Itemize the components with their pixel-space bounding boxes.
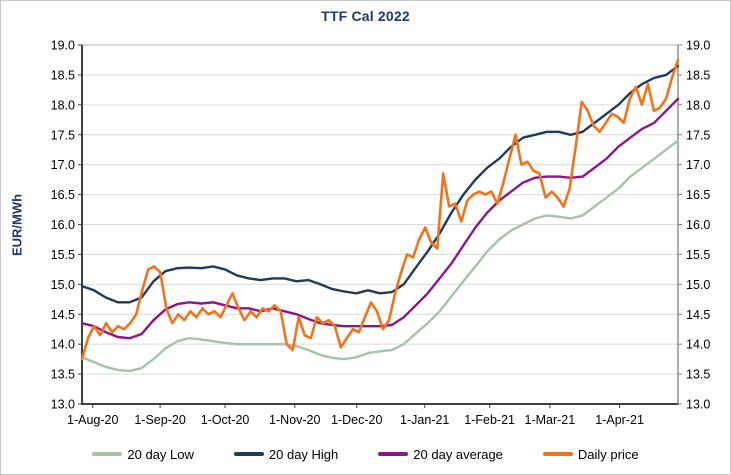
legend: 20 day Low 20 day High 20 day average Daily… [0,443,731,465]
y-tick-label-right: 13.0 [686,398,710,412]
legend-label-20-day-high: 20 day High [268,446,339,462]
y-tick-label-right: 14.0 [686,338,710,352]
x-tick-label: 1-Sep-20 [134,413,185,427]
x-tick-label: 1-Apr-21 [595,413,644,427]
y-tick-label-left: 17.5 [51,128,75,142]
legend-item-20-day-average: 20 day average [378,447,503,462]
legend-swatch-daily-price [542,452,573,456]
y-tick-label-left: 16.0 [51,218,75,232]
y-tick-label-left: 13.0 [51,398,75,412]
y-tick-label-left: 18.5 [51,68,75,82]
y-tick-label-left: 14.5 [51,308,75,322]
series-line-20-day-low [80,139,680,373]
x-tick-label: 1-Mar-21 [525,413,576,427]
y-tick-label-left: 19.0 [51,39,75,53]
y-tick-label-right: 18.0 [686,98,710,112]
legend-item-daily-price: Daily price [542,446,639,462]
y-tick-label-right: 15.5 [686,248,710,262]
legend-swatch-20-day-high [233,452,264,456]
y-tick-label-left: 17.0 [51,158,75,172]
y-tick-label-right: 19.0 [686,39,710,53]
series-line-daily-price [80,58,680,361]
y-tick-label-left: 15.5 [51,248,75,262]
y-tick-label-left: 13.5 [51,368,75,382]
y-tick-label-left: 15.0 [51,278,75,292]
x-tick-label: 1-Dec-20 [331,413,382,427]
y-tick-label-right: 13.5 [686,368,710,382]
chart-title: TTF Cal 2022 [321,8,410,24]
y-tick-label-right: 16.0 [686,218,710,232]
legend-label-20-day-average: 20 day average [413,446,503,462]
x-tick-label: 1-Nov-20 [269,413,320,427]
x-tick-label: 1-Aug-20 [67,413,118,427]
legend-label-20-day-low: 20 day Low [127,446,194,462]
x-tick-label: 1-Jan-21 [400,413,449,427]
legend-swatch-20-day-low [92,452,123,456]
y-tick-label-right: 17.0 [686,158,710,172]
legend-item-20-day-high: 20 day High [233,446,339,462]
x-tick-label: 1-Oct-20 [201,413,250,427]
legend-swatch-20-day-average [378,452,409,456]
series-line-20-day-high [80,64,680,304]
y-tick-label-left: 18.0 [51,98,75,112]
legend-label-daily-price: Daily price [577,446,639,462]
y-tick-label-right: 17.5 [686,128,710,142]
legend-item-20-day-low: 20 day Low [92,447,194,462]
series-line-20-day-average [80,97,680,340]
y-tick-label-right: 18.5 [686,68,710,82]
y-tick-label-right: 16.5 [686,188,710,202]
x-tick-label: 1-Feb-21 [464,413,515,427]
y-tick-label-left: 14.0 [51,338,75,352]
y-tick-label-right: 15.0 [686,278,710,292]
y-tick-label-left: 16.5 [51,188,75,202]
y-tick-label-right: 14.5 [686,308,710,322]
